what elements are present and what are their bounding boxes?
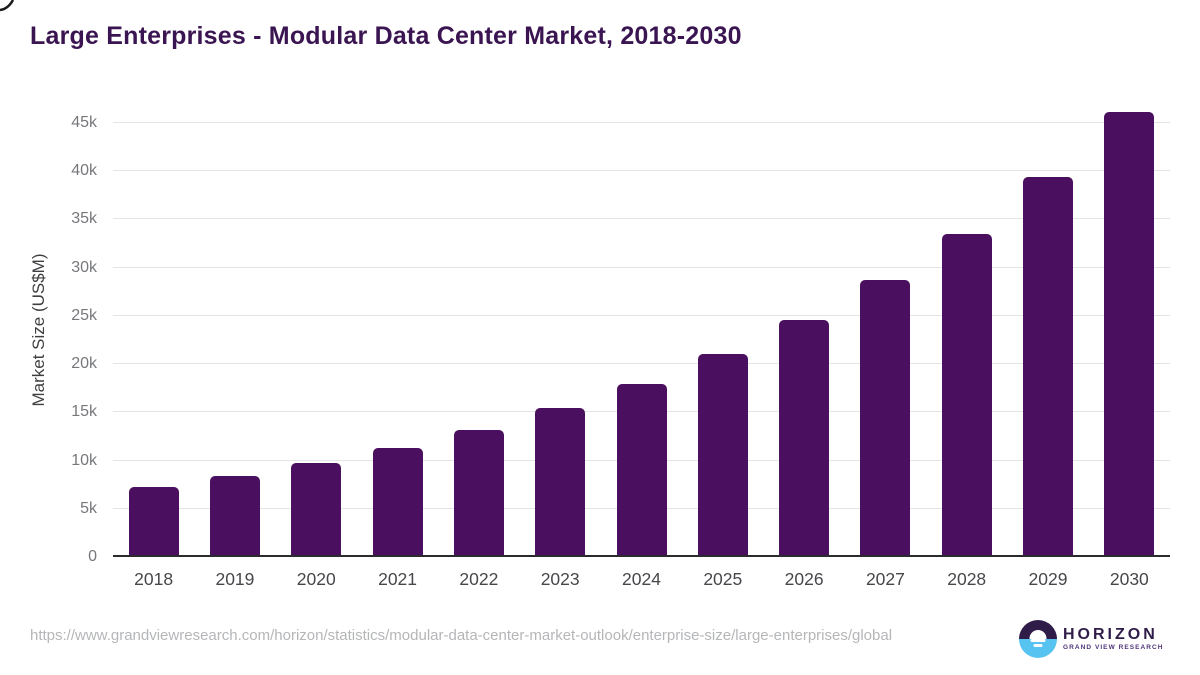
x-tick-label: 2030 bbox=[1109, 569, 1149, 589]
bar-2018 bbox=[128, 486, 179, 557]
gridline bbox=[113, 363, 1170, 365]
bar-2030 bbox=[1104, 112, 1155, 557]
bar-2022 bbox=[453, 429, 504, 557]
x-axis-line bbox=[113, 555, 1170, 557]
bar-2023 bbox=[535, 408, 586, 557]
y-tick-label: 5k bbox=[80, 499, 97, 517]
y-tick-label: 35k bbox=[71, 210, 97, 228]
bar-2028 bbox=[941, 233, 992, 557]
gridline bbox=[113, 314, 1170, 316]
sun-icon bbox=[1029, 630, 1047, 639]
x-tick-label: 2027 bbox=[865, 569, 905, 589]
x-tick-label: 2020 bbox=[296, 569, 336, 589]
y-axis-title: Market Size (US$M) bbox=[29, 253, 48, 407]
chart-title: Large Enterprises - Modular Data Center … bbox=[30, 22, 742, 50]
x-tick-label: 2021 bbox=[378, 569, 418, 589]
y-tick-label: 40k bbox=[71, 162, 97, 180]
bar-2026 bbox=[779, 319, 830, 557]
x-tick-label: 2024 bbox=[622, 569, 661, 589]
y-tick-label: 10k bbox=[71, 451, 97, 469]
bar-2025 bbox=[697, 353, 748, 557]
y-tick-label: 0 bbox=[88, 548, 97, 565]
horizon-logo-icon bbox=[1019, 620, 1057, 658]
y-tick-label: 30k bbox=[71, 258, 97, 276]
x-tick-label: 2025 bbox=[703, 569, 743, 589]
source-url: https://www.grandviewresearch.com/horizo… bbox=[30, 627, 893, 644]
bar-2020 bbox=[291, 462, 342, 557]
gridline bbox=[113, 266, 1170, 268]
y-tick-label: 45k bbox=[71, 114, 97, 131]
x-tick-label: 2028 bbox=[947, 569, 987, 589]
sun-reflection-icon bbox=[1030, 639, 1046, 642]
gridline bbox=[113, 170, 1170, 172]
gridline bbox=[113, 218, 1170, 220]
x-tick-label: 2029 bbox=[1028, 569, 1068, 589]
bar-2021 bbox=[372, 448, 423, 557]
corner-mark bbox=[0, 0, 15, 12]
x-tick-label: 2023 bbox=[540, 569, 580, 589]
logo-title: HORIZON bbox=[1063, 626, 1158, 643]
x-tick-label: 2018 bbox=[134, 569, 174, 589]
logo-subtitle: GRAND VIEW RESEARCH bbox=[1063, 644, 1164, 651]
x-tick-label: 2022 bbox=[459, 569, 499, 589]
plot-area: 0 5k 10k 15k 20k 25k 30k 35k 40k 45k 2018 2019 2020 2… bbox=[71, 100, 1170, 589]
bar-2027 bbox=[860, 280, 911, 557]
x-tick-label: 2019 bbox=[215, 569, 255, 589]
logo-text: HORIZON GRAND VIEW RESEARCH bbox=[1063, 626, 1163, 652]
y-tick-label: 25k bbox=[71, 306, 97, 324]
y-tick-label: 20k bbox=[71, 355, 97, 373]
horizon-logo: HORIZON GRAND VIEW RESEARCH bbox=[1019, 620, 1163, 658]
bar-2024 bbox=[616, 384, 667, 557]
sun-reflection-icon bbox=[1033, 644, 1043, 647]
bar-2019 bbox=[209, 476, 260, 557]
x-tick-label: 2026 bbox=[784, 569, 824, 589]
bar-2029 bbox=[1023, 177, 1074, 557]
gridline bbox=[113, 122, 1170, 123]
y-tick-label: 15k bbox=[71, 403, 97, 421]
